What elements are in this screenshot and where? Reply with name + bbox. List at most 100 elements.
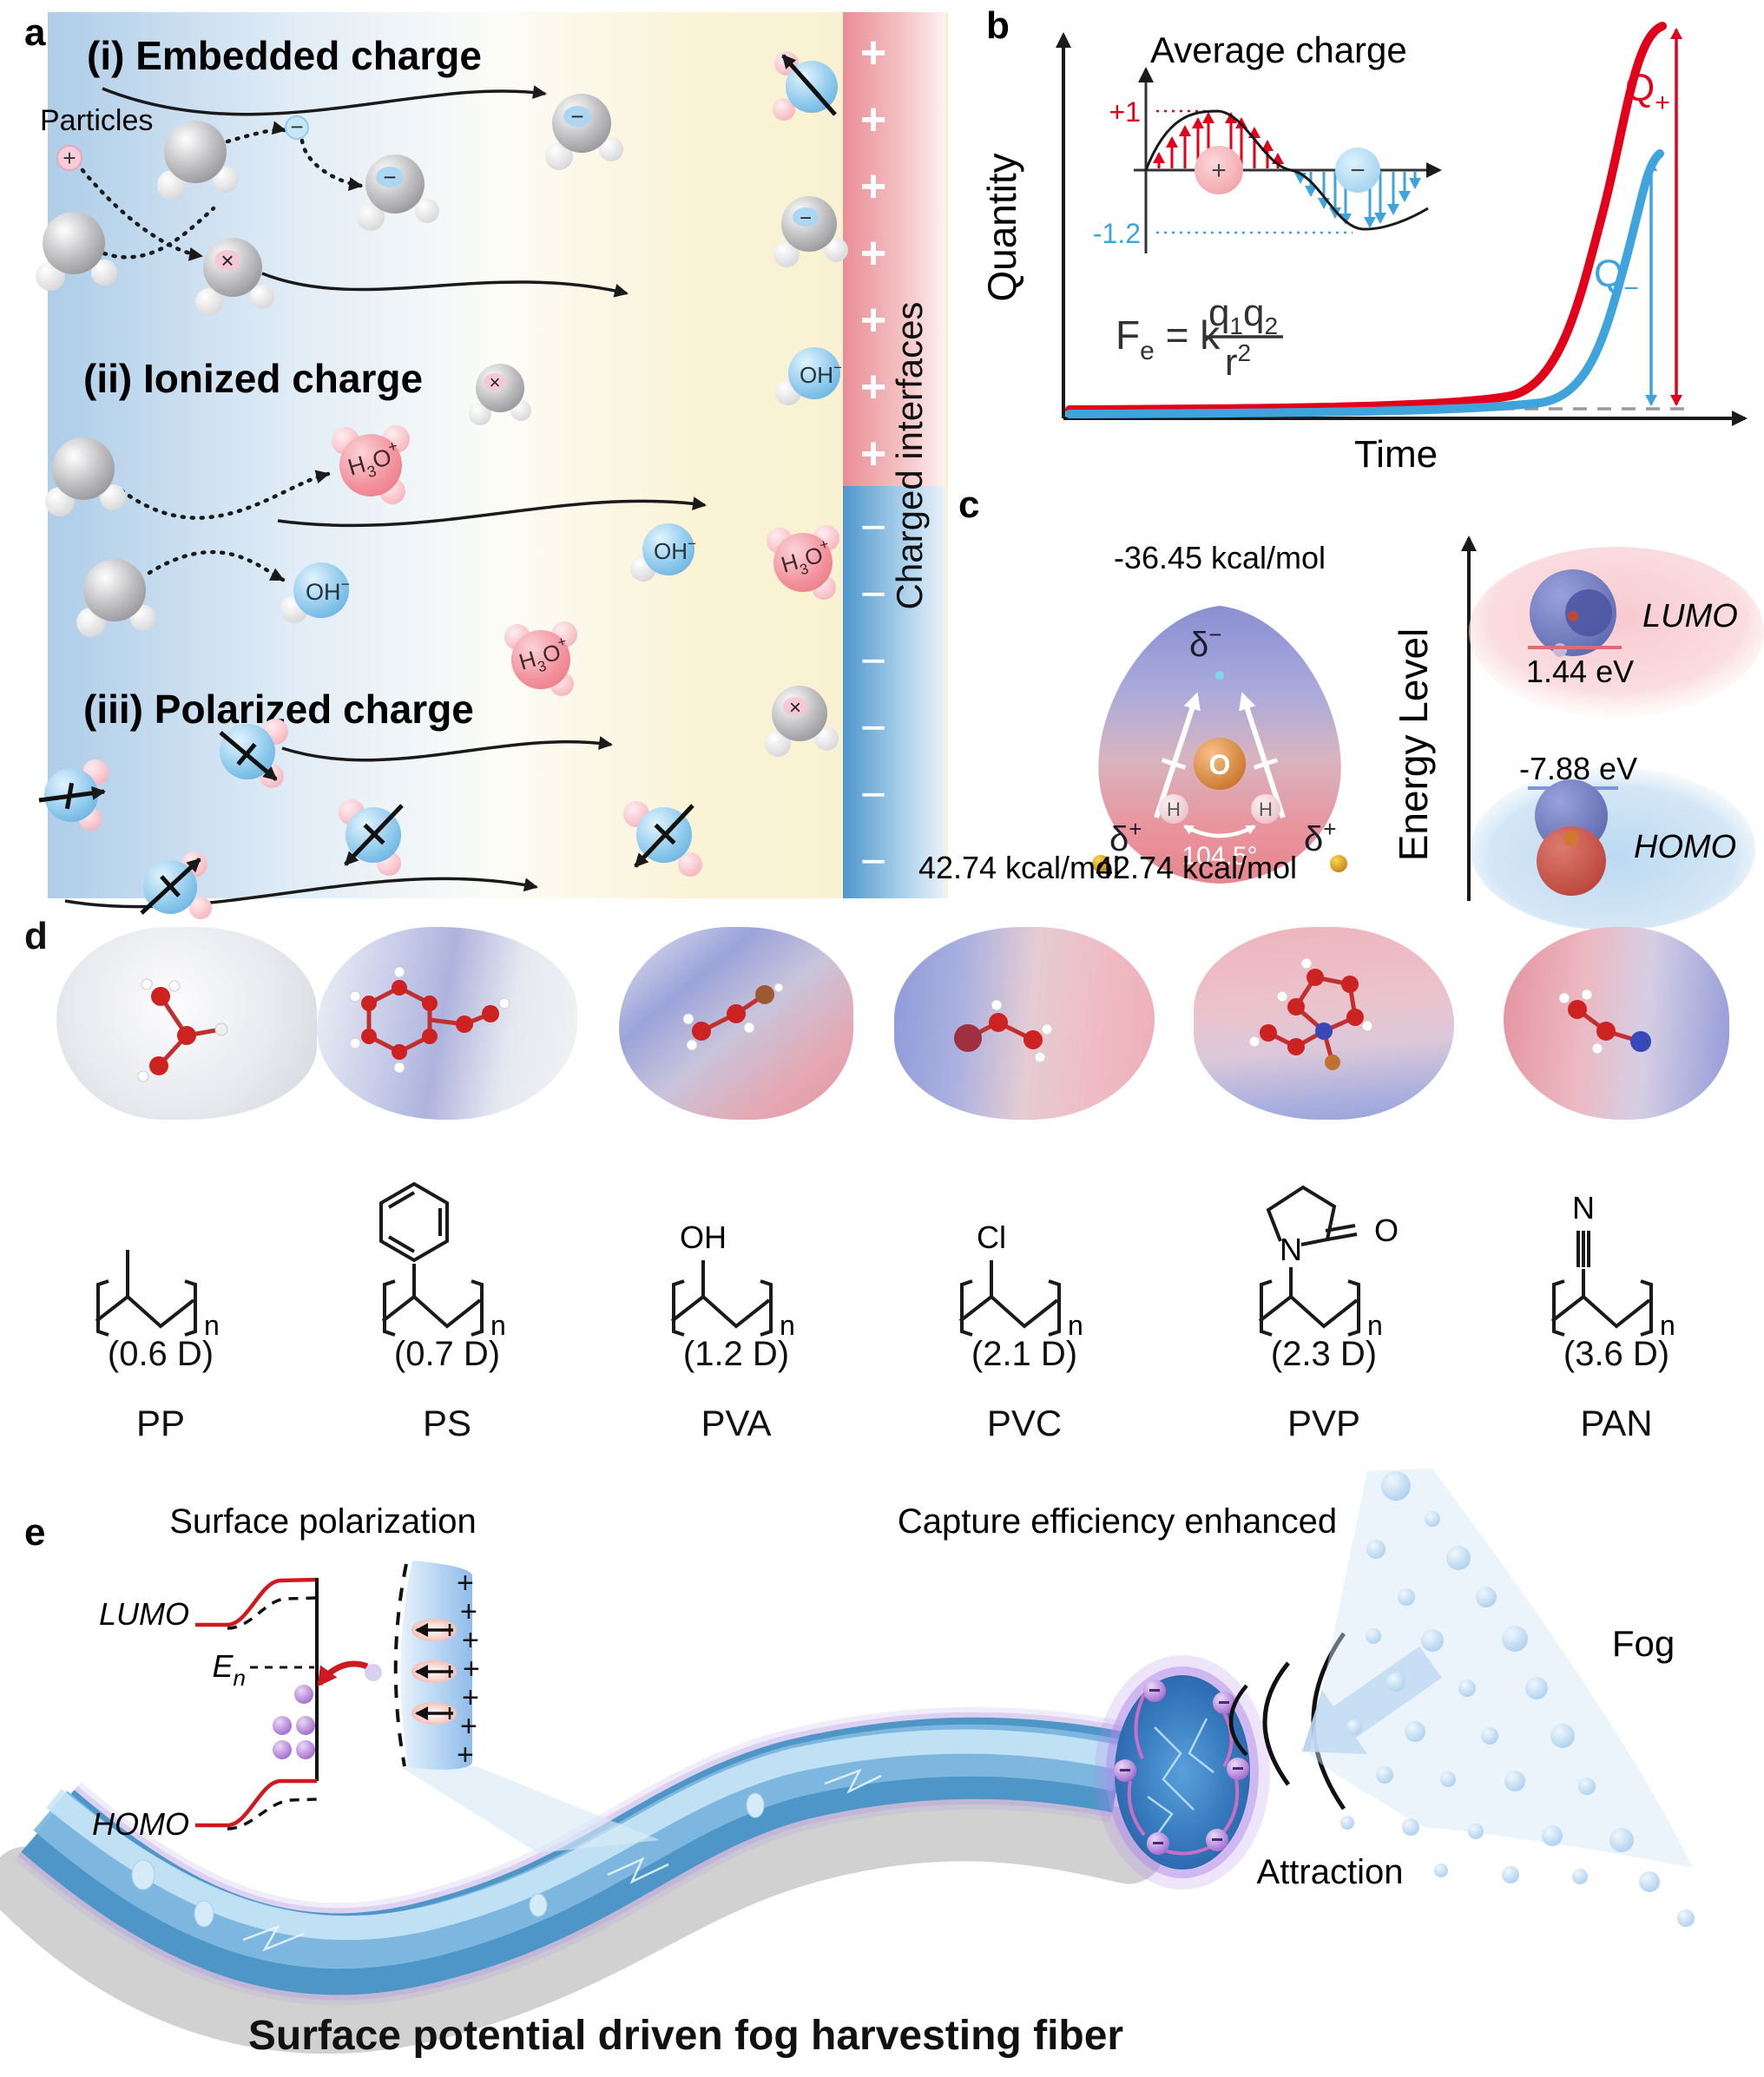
svg-text:+: + — [860, 161, 886, 212]
polarized-molecule — [773, 51, 838, 121]
polymer-column-pva: OH n (1.2 D) PVA — [597, 911, 875, 1467]
fog-label: Fog — [1612, 1623, 1675, 1664]
svg-text:+: + — [457, 1739, 474, 1771]
svg-text:N: N — [1572, 1190, 1595, 1226]
svg-text:+: + — [860, 95, 886, 145]
water-molecule-embedded-times: × — [765, 686, 839, 757]
surface-electrons — [1114, 1679, 1249, 1855]
plus-symbol: + — [1211, 156, 1227, 185]
svg-text:−: − — [800, 207, 812, 230]
electron — [294, 1685, 313, 1704]
ball-stick-ps — [349, 966, 510, 1074]
ionization-dotted-arrows — [80, 121, 364, 582]
svg-text:H: H — [1167, 799, 1181, 820]
svg-text:H: H — [1259, 799, 1273, 820]
polymer-column-pan: N n (3.6 D) PAN — [1478, 911, 1755, 1467]
svg-text:r2: r2 — [1225, 339, 1251, 384]
polarized-molecule — [219, 719, 288, 788]
inset-title: Average charge — [1150, 30, 1407, 70]
oxygen-site-energy: -36.45 kcal/mol — [1114, 540, 1326, 575]
svg-text:n: n — [490, 1310, 506, 1341]
svg-text:+: + — [462, 1681, 479, 1714]
positive-ion-sphere — [1195, 146, 1243, 194]
homo-label: HOMO — [1634, 829, 1736, 865]
water-droplet-on-fiber — [131, 1859, 155, 1890]
polymer-column-pp: n (0.6 D) PP — [22, 911, 317, 1467]
svg-text:OH−: OH− — [654, 536, 696, 564]
water-droplet-on-fiber — [529, 1893, 548, 1917]
fog-cloud — [1309, 1469, 1695, 1927]
esp-surface-pvc — [894, 927, 1155, 1120]
water-esp-surface: δ− O H H 104.5° δ+ δ+ — [1092, 606, 1347, 884]
interface-minus-symbols: − − − − − − — [860, 503, 886, 887]
svg-text:OH: OH — [680, 1219, 727, 1255]
surface-plus-charges: + + + + + + + — [457, 1567, 480, 1771]
section-ii-title: (ii) Ionized charge — [83, 356, 423, 401]
svg-text:O: O — [1374, 1213, 1399, 1248]
svg-text:−: − — [860, 636, 886, 687]
oxygen-symbol: O — [1209, 749, 1231, 780]
hydronium-ion: H3O+ — [767, 525, 839, 600]
svg-text:OH−: OH− — [800, 359, 842, 388]
figure-caption: Surface potential driven fog harvesting … — [247, 2013, 1124, 2059]
lone-pair-dot — [1215, 671, 1224, 680]
negative-interface-bar — [843, 486, 945, 898]
svg-text:+: + — [860, 429, 886, 479]
surface-dipoles — [411, 1619, 457, 1725]
capture-efficiency-title: Capture efficiency enhanced — [898, 1502, 1337, 1541]
svg-text:−: − — [290, 114, 303, 140]
dipole-value: (2.1 D) — [971, 1335, 1078, 1373]
panel-a-charge-mechanisms: + + + + + + + − − − − − − Charged interf… — [24, 11, 948, 919]
particles-label: Particles — [40, 104, 153, 137]
svg-text:+: + — [462, 1624, 479, 1657]
gold-marker — [1330, 855, 1347, 872]
panel-d-label: d — [24, 915, 48, 957]
water-droplet-on-fiber — [746, 1792, 765, 1818]
esp-surface-pva — [619, 927, 853, 1120]
svg-text:N: N — [1280, 1232, 1302, 1267]
structure-pva: OH n — [670, 1219, 795, 1341]
coulomb-formula: Fe = k q1q2 r2 — [1116, 292, 1283, 384]
panel-e-fog-harvesting-fiber: e Surface polarization Capture efficienc… — [0, 1469, 1695, 2054]
svg-text:+: + — [463, 1653, 480, 1686]
esp-surface-ps — [317, 927, 577, 1120]
structure-pp: n — [95, 1250, 220, 1341]
water-molecule-embedded-negative: − — [357, 154, 439, 231]
hydrogen-site-energy-right: 42.74 kcal/mol — [1096, 850, 1297, 885]
panel-c-label: c — [958, 483, 979, 526]
ball-stick-pp — [137, 978, 228, 1082]
q-minus-label: Q− — [1594, 253, 1639, 303]
interface-plus-symbols: + + + + + + + — [860, 28, 886, 479]
svg-text:−: − — [860, 770, 886, 820]
svg-text:−: − — [860, 503, 886, 553]
svg-text:−: − — [383, 164, 396, 190]
polymer-name: PAN — [1580, 1403, 1653, 1443]
fiber-cross-section — [1095, 1655, 1270, 1890]
esp-surface-pvp — [1194, 927, 1454, 1120]
q-plus-curve — [1065, 22, 1667, 414]
polarized-molecule — [339, 799, 404, 876]
structure-pan: N n — [1550, 1190, 1675, 1341]
fiber-body — [14, 1706, 1130, 2006]
plus-one-level: +1 — [1109, 96, 1141, 128]
svg-text:Fe = k: Fe = k — [1116, 312, 1221, 365]
q-minus-curve — [1065, 149, 1664, 418]
dipole-value: (1.2 D) — [682, 1335, 790, 1373]
hydroxide-ion: OH− — [775, 347, 842, 405]
energy-axis-label: Energy Level — [1391, 628, 1436, 862]
delta-plus-right: δ+ — [1304, 816, 1336, 858]
negative-surface-dashes — [393, 1563, 408, 1767]
en-level-label: En — [213, 1648, 246, 1691]
polymer-name: PS — [422, 1403, 472, 1443]
panel-b-charge-quantity-chart: b Quantity Time Average charge +1 -1.2 — [979, 4, 1748, 476]
band-diagram: LUMO En HOMO — [92, 1577, 382, 1842]
hydroxide-ion: OH− — [630, 523, 696, 582]
ball-stick-pan — [1558, 989, 1651, 1055]
structure-pvp: N O n — [1258, 1185, 1399, 1341]
ball-stick-pva — [682, 983, 784, 1051]
panel-a-label: a — [24, 11, 46, 54]
svg-text:n: n — [1068, 1310, 1083, 1341]
polarized-molecule — [623, 801, 702, 877]
x-axis-label: Time — [1354, 433, 1438, 476]
polarized-molecule — [140, 851, 212, 919]
